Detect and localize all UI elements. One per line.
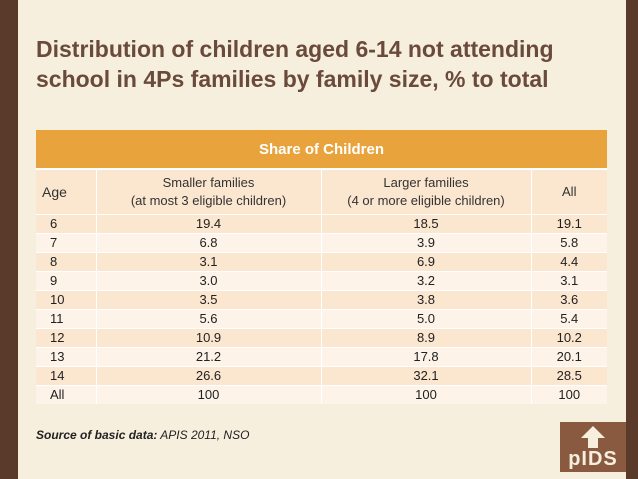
pids-logo-icon <box>581 426 605 448</box>
column-header-larger-line2: (4 or more eligible children) <box>347 193 505 208</box>
table-row: 13 21.2 17.8 20.1 <box>36 347 607 367</box>
table-cell-smaller-families: 19.4 <box>96 214 322 234</box>
source-note: Source of basic data: APIS 2011, NSO <box>36 428 249 442</box>
table-cell-larger-families: 100 <box>321 385 532 404</box>
table-cell-larger-families: 18.5 <box>321 214 532 234</box>
table-cell-smaller-families: 26.6 <box>96 366 322 386</box>
column-header-smaller-families: Smaller families (at most 3 eligible chi… <box>96 169 322 215</box>
table-cell-all: 28.5 <box>531 366 607 386</box>
table-cell-larger-families: 17.8 <box>321 347 532 367</box>
share-of-children-table: Share of Children Age Smaller families (… <box>36 130 607 404</box>
left-frame-bar <box>0 0 18 479</box>
table-cell-larger-families: 3.8 <box>321 290 532 310</box>
table-body: 6 19.4 18.5 19.1 7 6.8 3.9 5.8 8 3.1 6.9 4.4 9 3.0 3.2… <box>36 214 607 404</box>
table-cell-age: 8 <box>36 252 97 272</box>
table-row: 14 26.6 32.1 28.5 <box>36 366 607 386</box>
table-cell-age: 7 <box>36 233 97 253</box>
table-row: 9 3.0 3.2 3.1 <box>36 271 607 291</box>
table-title: Share of Children <box>36 130 607 170</box>
source-label: Source of basic data: <box>36 428 158 442</box>
table-cell-smaller-families: 3.5 <box>96 290 322 310</box>
column-header-row: Age Smaller families (at most 3 eligible… <box>36 169 607 215</box>
slide-title: Distribution of children aged 6-14 not a… <box>36 34 616 94</box>
table-cell-all: 20.1 <box>531 347 607 367</box>
table-row: 7 6.8 3.9 5.8 <box>36 233 607 253</box>
table-row: 10 3.5 3.8 3.6 <box>36 290 607 310</box>
table-cell-smaller-families: 100 <box>96 385 322 404</box>
table-cell-larger-families: 5.0 <box>321 309 532 329</box>
data-table-container: Share of Children Age Smaller families (… <box>36 130 607 404</box>
slide-title-line-1: Distribution of children aged 6-14 not a… <box>36 36 554 62</box>
table-cell-smaller-families: 3.0 <box>96 271 322 291</box>
table-cell-smaller-families: 5.6 <box>96 309 322 329</box>
column-header-larger-families: Larger families (4 or more eligible chil… <box>321 169 532 215</box>
table-cell-smaller-families: 3.1 <box>96 252 322 272</box>
column-header-smaller-line1: Smaller families <box>162 175 255 190</box>
table-row: 8 3.1 6.9 4.4 <box>36 252 607 272</box>
table-cell-larger-families: 8.9 <box>321 328 532 348</box>
table-row: 11 5.6 5.0 5.4 <box>36 309 607 329</box>
table-cell-all: 100 <box>531 385 607 404</box>
table-cell-age: 9 <box>36 271 97 291</box>
table-cell-all: 19.1 <box>531 214 607 234</box>
table-cell-all: 3.6 <box>531 290 607 310</box>
table-cell-age: 11 <box>36 309 97 329</box>
table-cell-smaller-families: 21.2 <box>96 347 322 367</box>
column-header-smaller-line2: (at most 3 eligible children) <box>130 193 287 208</box>
slide-title-line-2: school in 4Ps families by family size, %… <box>36 66 549 92</box>
column-header-all: All <box>531 169 607 215</box>
table-cell-all: 3.1 <box>531 271 607 291</box>
table-cell-larger-families: 3.9 <box>321 233 532 253</box>
source-value: APIS 2011, NSO <box>157 428 250 442</box>
column-header-all-label: All <box>562 184 577 199</box>
table-cell-age: 12 <box>36 328 97 348</box>
table-cell-smaller-families: 10.9 <box>96 328 322 348</box>
column-header-age-label: Age <box>42 184 67 200</box>
column-header-age: Age <box>36 169 97 215</box>
table-cell-age: 10 <box>36 290 97 310</box>
table-cell-age: 14 <box>36 366 97 386</box>
table-cell-age: 13 <box>36 347 97 367</box>
table-cell-age: 6 <box>36 214 97 234</box>
table-row: 6 19.4 18.5 19.1 <box>36 214 607 234</box>
column-header-larger-line1: Larger families <box>383 175 469 190</box>
table-cell-smaller-families: 6.8 <box>96 233 322 253</box>
table-cell-all: 10.2 <box>531 328 607 348</box>
table-cell-all: 4.4 <box>531 252 607 272</box>
right-frame-bar <box>626 0 638 479</box>
table-cell-larger-families: 32.1 <box>321 366 532 386</box>
pids-logo: pIDS <box>560 422 626 472</box>
table-cell-all: 5.8 <box>531 233 607 253</box>
table-cell-age: All <box>36 385 97 404</box>
pids-logo-text: pIDS <box>568 448 618 470</box>
table-row: All 100 100 100 <box>36 385 607 404</box>
table-cell-all: 5.4 <box>531 309 607 329</box>
table-cell-larger-families: 6.9 <box>321 252 532 272</box>
table-row: 12 10.9 8.9 10.2 <box>36 328 607 348</box>
table-cell-larger-families: 3.2 <box>321 271 532 291</box>
